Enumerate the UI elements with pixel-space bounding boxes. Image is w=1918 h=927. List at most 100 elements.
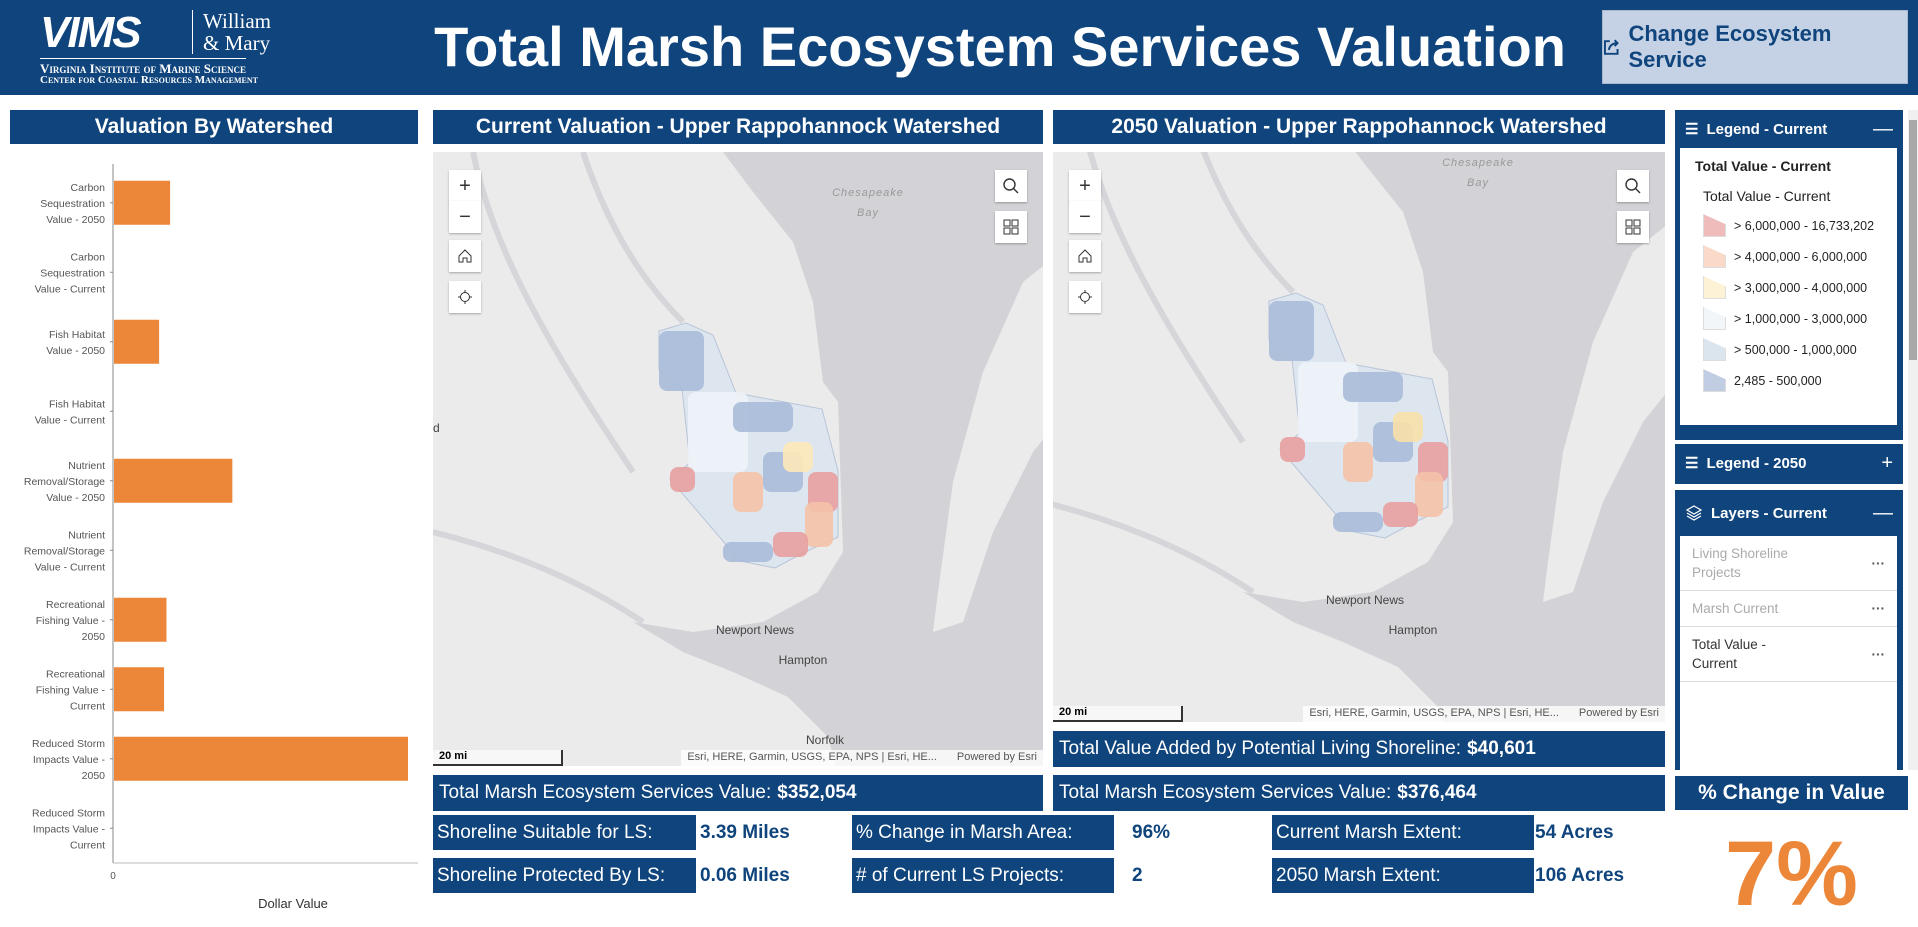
legend-swatch <box>1703 307 1726 330</box>
locate-icon <box>458 290 472 304</box>
legend-class-label: > 6,000,000 - 16,733,202 <box>1734 218 1875 233</box>
home-icon <box>458 249 472 263</box>
watershed-unit[interactable] <box>783 442 813 472</box>
map-place-label: Hampton <box>779 653 828 667</box>
external-link-icon <box>1603 39 1619 55</box>
2050-valuation-map[interactable]: Chesapeake Bay Newport News Hampton + − 20 mi… <box>1053 152 1665 722</box>
legend-2050-panel[interactable]: ☰ Legend - 2050 + <box>1675 444 1903 484</box>
search-button[interactable] <box>1617 170 1649 202</box>
zoom-out-button[interactable]: − <box>449 201 481 233</box>
watershed-unit[interactable] <box>1280 437 1305 462</box>
bar[interactable] <box>114 180 171 225</box>
stat-label: % Change in Marsh Area: <box>852 815 1114 850</box>
list-icon: ☰ <box>1685 121 1699 138</box>
total-current-label: Total Marsh Ecosystem Services Value: <box>439 782 772 803</box>
locate-button[interactable] <box>1069 281 1101 313</box>
watershed-unit[interactable] <box>670 467 695 492</box>
legend-swatch <box>1703 214 1726 237</box>
basemap-gallery-button[interactable] <box>995 211 1027 243</box>
category-label: Nutrient Removal/Storage Value - 2050 <box>24 460 105 504</box>
zoom-in-button[interactable]: + <box>1069 170 1101 202</box>
valuation-by-watershed-title: Valuation By Watershed <box>10 110 418 144</box>
layer-options-icon[interactable]: ··· <box>1871 601 1886 616</box>
category-label: Reduced Storm Impacts Value -2050 <box>32 738 105 782</box>
home-button[interactable] <box>449 240 481 272</box>
layer-options-icon[interactable]: ··· <box>1871 555 1886 571</box>
watershed-unit[interactable] <box>659 331 704 391</box>
zoom-out-button[interactable]: − <box>1069 201 1101 233</box>
change-ecosystem-service-button[interactable]: Change Ecosystem Service <box>1602 10 1908 84</box>
legend-swatch <box>1703 338 1726 361</box>
legend-class: 2,485 - 500,000 <box>1695 365 1882 396</box>
layer-item[interactable]: Total Value - Current ··· <box>1680 627 1897 682</box>
scrollbar-thumb[interactable] <box>1909 120 1917 360</box>
right-panel-scrollbar[interactable] <box>1908 110 1918 770</box>
watershed-unit[interactable] <box>1415 472 1443 517</box>
layers-icon <box>1685 505 1703 521</box>
map-place-label: Newport News <box>716 623 794 637</box>
watershed-unit[interactable] <box>1343 442 1373 482</box>
layer-item-label: Marsh Current <box>1692 601 1779 616</box>
category-label: Reduced Storm Impacts Value -Current <box>32 807 105 851</box>
valuation-bar-chart: Carbon Sequestration Value - 2050 Carbon Seq… <box>24 164 418 908</box>
bar[interactable] <box>114 319 160 364</box>
legend-class: > 3,000,000 - 4,000,000 <box>1695 272 1882 303</box>
current-valuation-map[interactable]: Chesapeake Bay Newport News Hampton Norfolk d… <box>433 152 1043 766</box>
watershed-unit[interactable] <box>1343 372 1403 402</box>
basemap: Chesapeake Bay Newport News Hampton Norfolk d <box>433 152 1043 766</box>
expand-icon[interactable]: + <box>1881 451 1893 474</box>
bar[interactable] <box>114 736 408 781</box>
stat-label: Current Marsh Extent: <box>1272 815 1534 850</box>
powered-by-esri[interactable]: Powered by Esri <box>1578 707 1659 719</box>
legend-2050-header[interactable]: ☰ Legend - 2050 + <box>1675 444 1903 482</box>
category-label: Fish Habitat Value - Current <box>35 398 106 426</box>
legend-current-panel: ☰ Legend - Current — Total Value - Curre… <box>1675 110 1903 440</box>
collapse-icon[interactable]: — <box>1873 117 1893 140</box>
basemap-gallery-icon <box>1625 219 1641 235</box>
search-button[interactable] <box>995 170 1027 202</box>
locate-icon <box>1078 290 1092 304</box>
basemap: Chesapeake Bay Newport News Hampton <box>1053 152 1665 722</box>
attribution-text: Esri, HERE, Garmin, USGS, EPA, NPS | Esr… <box>1309 707 1559 719</box>
watershed-unit[interactable] <box>1333 512 1383 532</box>
2050-map-title: 2050 Valuation - Upper Rappohannock Wate… <box>1053 110 1665 144</box>
powered-by-esri[interactable]: Powered by Esri <box>956 751 1037 763</box>
current-map-title: Current Valuation - Upper Rappohannock W… <box>433 110 1043 144</box>
total-2050-value: $376,464 <box>1397 782 1477 803</box>
locate-button[interactable] <box>449 281 481 313</box>
category-label: Nutrient Removal/Storage Value - Current <box>24 529 105 573</box>
bar[interactable] <box>114 667 165 712</box>
layer-list: Living Shoreline Projects ··· Marsh Curren… <box>1680 536 1897 770</box>
bar[interactable] <box>114 458 233 503</box>
watershed-unit[interactable] <box>733 472 763 512</box>
bar[interactable] <box>114 597 167 642</box>
category-label: Recreational Fishing Value -2050 <box>36 599 106 643</box>
collapse-icon[interactable]: — <box>1873 501 1893 524</box>
map-place-label: d <box>433 421 440 435</box>
map-place-label: Bay <box>1467 177 1489 189</box>
watershed-unit[interactable] <box>805 502 833 547</box>
layer-options-icon[interactable]: ··· <box>1871 646 1886 662</box>
logo-vi: Virginia Institute of Marine Science <box>40 58 246 77</box>
basemap-gallery-button[interactable] <box>1617 211 1649 243</box>
legend-layer-name: Total Value - Current <box>1695 158 1831 174</box>
stat-label: # of Current LS Projects: <box>852 858 1114 893</box>
watershed-unit[interactable] <box>773 532 808 557</box>
vims-wm-logo: VIMS William & Mary Virginia Institute o… <box>40 8 290 88</box>
home-button[interactable] <box>1069 240 1101 272</box>
watershed-unit[interactable] <box>1383 502 1418 527</box>
watershed-unit[interactable] <box>1269 301 1314 361</box>
layer-item[interactable]: Marsh Current ··· <box>1680 591 1897 627</box>
layers-current-header[interactable]: Layers - Current — <box>1675 490 1903 536</box>
watershed-unit[interactable] <box>723 542 773 562</box>
category-label: Fish Habitat Value - 2050 <box>46 329 105 357</box>
watershed-unit[interactable] <box>733 402 793 432</box>
legend-current-title: Legend - Current <box>1706 120 1828 138</box>
ls-value-added: $40,601 <box>1467 738 1536 759</box>
legend-current-header[interactable]: ☰ Legend - Current — <box>1675 110 1903 148</box>
watershed-unit[interactable] <box>1393 412 1423 442</box>
zoom-in-button[interactable]: + <box>449 170 481 202</box>
pct-change-value: 7% <box>1725 823 1858 925</box>
map-place-label: Norfolk <box>806 733 845 747</box>
layer-item[interactable]: Living Shoreline Projects ··· <box>1680 536 1897 591</box>
